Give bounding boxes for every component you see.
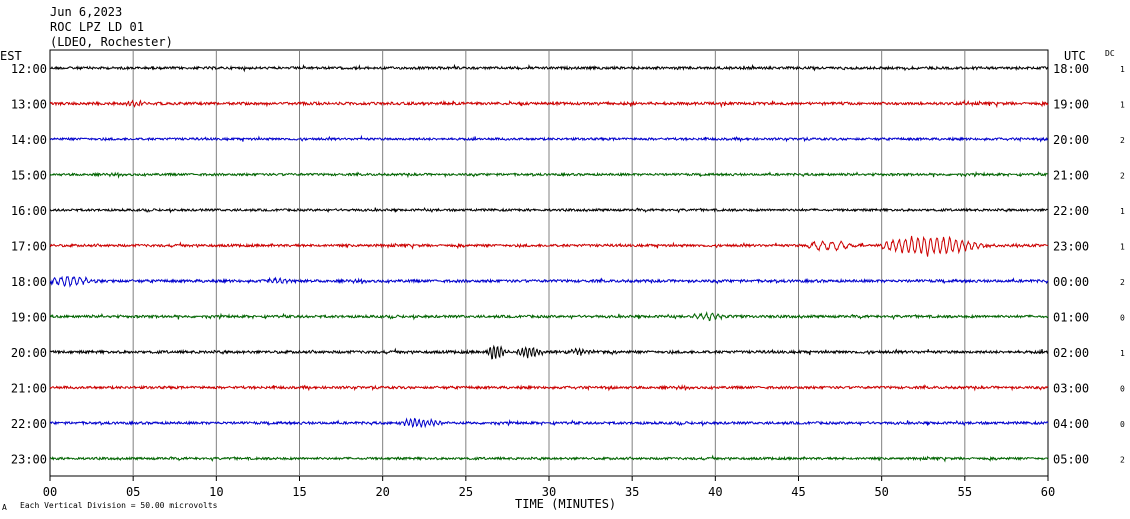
trace-2200 bbox=[49, 417, 1049, 429]
trace-1800 bbox=[49, 275, 1049, 288]
est-label-2100: 21:00 bbox=[11, 382, 47, 396]
utc-label-0300: 03:00 bbox=[1053, 382, 1089, 396]
utc-label-2100: 21:00 bbox=[1053, 169, 1089, 183]
trace-2100 bbox=[49, 383, 1049, 392]
utc-label-0500: 05:00 bbox=[1053, 453, 1089, 467]
dc-value: 2 bbox=[1120, 278, 1125, 287]
footer-scale-note: Each Vertical Division = 50.00 microvolt… bbox=[20, 501, 218, 510]
dc-value: 1 bbox=[1120, 101, 1125, 110]
trace-2300 bbox=[49, 454, 1049, 463]
trace-group bbox=[49, 63, 1049, 463]
utc-label-1900: 19:00 bbox=[1053, 98, 1089, 112]
dc-value: 2 bbox=[1120, 456, 1125, 465]
est-label-1900: 19:00 bbox=[11, 311, 47, 325]
est-label-1800: 18:00 bbox=[11, 275, 47, 289]
x-tick-label-25: 25 bbox=[459, 485, 473, 499]
est-label-1200: 12:00 bbox=[11, 62, 47, 76]
utc-label-0100: 01:00 bbox=[1053, 311, 1089, 325]
est-label-2200: 22:00 bbox=[11, 417, 47, 431]
est-label-1600: 16:00 bbox=[11, 204, 47, 218]
header-date: Jun 6,2023 bbox=[50, 5, 122, 19]
trace-1700 bbox=[49, 235, 1049, 257]
x-tick-label-45: 45 bbox=[791, 485, 805, 499]
x-axis: 00 05 10 15 20 25 30 35 40 45 50 55 60 bbox=[43, 476, 1055, 499]
x-tick-label-60: 60 bbox=[1041, 485, 1055, 499]
utc-label-2300: 23:00 bbox=[1053, 240, 1089, 254]
est-label-1300: 13:00 bbox=[11, 98, 47, 112]
x-tick-label-15: 15 bbox=[292, 485, 306, 499]
utc-label-2000: 20:00 bbox=[1053, 133, 1089, 147]
x-tick-label-00: 00 bbox=[43, 485, 57, 499]
x-tick-label-20: 20 bbox=[375, 485, 389, 499]
utc-label-1800: 18:00 bbox=[1053, 62, 1089, 76]
trace-1200 bbox=[49, 63, 1049, 73]
trace-1500 bbox=[49, 170, 1048, 179]
vertical-grid bbox=[132, 50, 966, 476]
trace-2000 bbox=[49, 344, 1049, 360]
trace-1900 bbox=[49, 310, 1049, 322]
utc-label-2200: 22:00 bbox=[1053, 204, 1089, 218]
est-label-1700: 17:00 bbox=[11, 240, 47, 254]
dc-value: 0 bbox=[1120, 314, 1125, 323]
x-tick-label-50: 50 bbox=[874, 485, 888, 499]
dc-value: 1 bbox=[1120, 65, 1125, 74]
footer-marker: A bbox=[2, 503, 7, 512]
utc-label-0200: 02:00 bbox=[1053, 346, 1089, 360]
est-label-2300: 23:00 bbox=[11, 453, 47, 467]
row-labels: 12:00 18:00 113:00 19:00 114:00 20:00 215:00 21… bbox=[11, 62, 1125, 467]
dc-value: 0 bbox=[1120, 385, 1125, 394]
dc-value: 2 bbox=[1120, 172, 1125, 181]
x-tick-label-40: 40 bbox=[708, 485, 722, 499]
est-label-1500: 15:00 bbox=[11, 169, 47, 183]
trace-1400 bbox=[49, 134, 1049, 143]
x-tick-label-05: 05 bbox=[126, 485, 140, 499]
x-tick-label-35: 35 bbox=[625, 485, 639, 499]
dc-value: 2 bbox=[1120, 136, 1125, 145]
dc-value: 1 bbox=[1120, 243, 1125, 252]
header-network: (LDEO, Rochester) bbox=[50, 35, 173, 49]
utc-zone-label: UTC bbox=[1064, 49, 1086, 63]
dc-header-label: DC bbox=[1105, 49, 1115, 58]
dc-value: 1 bbox=[1120, 349, 1125, 358]
est-label-1400: 14:00 bbox=[11, 133, 47, 147]
x-tick-label-10: 10 bbox=[209, 485, 223, 499]
utc-label-0400: 04:00 bbox=[1053, 417, 1089, 431]
utc-label-0000: 00:00 bbox=[1053, 275, 1089, 289]
trace-1300 bbox=[49, 99, 1049, 109]
trace-1600 bbox=[49, 207, 1049, 214]
x-tick-label-55: 55 bbox=[958, 485, 972, 499]
est-label-2000: 20:00 bbox=[11, 346, 47, 360]
est-zone-label: EST bbox=[0, 49, 22, 63]
x-axis-title: TIME (MINUTES) bbox=[515, 497, 616, 511]
x-tick-label-30: 30 bbox=[542, 485, 556, 499]
dc-value: 1 bbox=[1120, 207, 1125, 216]
dc-value: 0 bbox=[1120, 420, 1125, 429]
header-station: ROC LPZ LD 01 bbox=[50, 20, 144, 34]
